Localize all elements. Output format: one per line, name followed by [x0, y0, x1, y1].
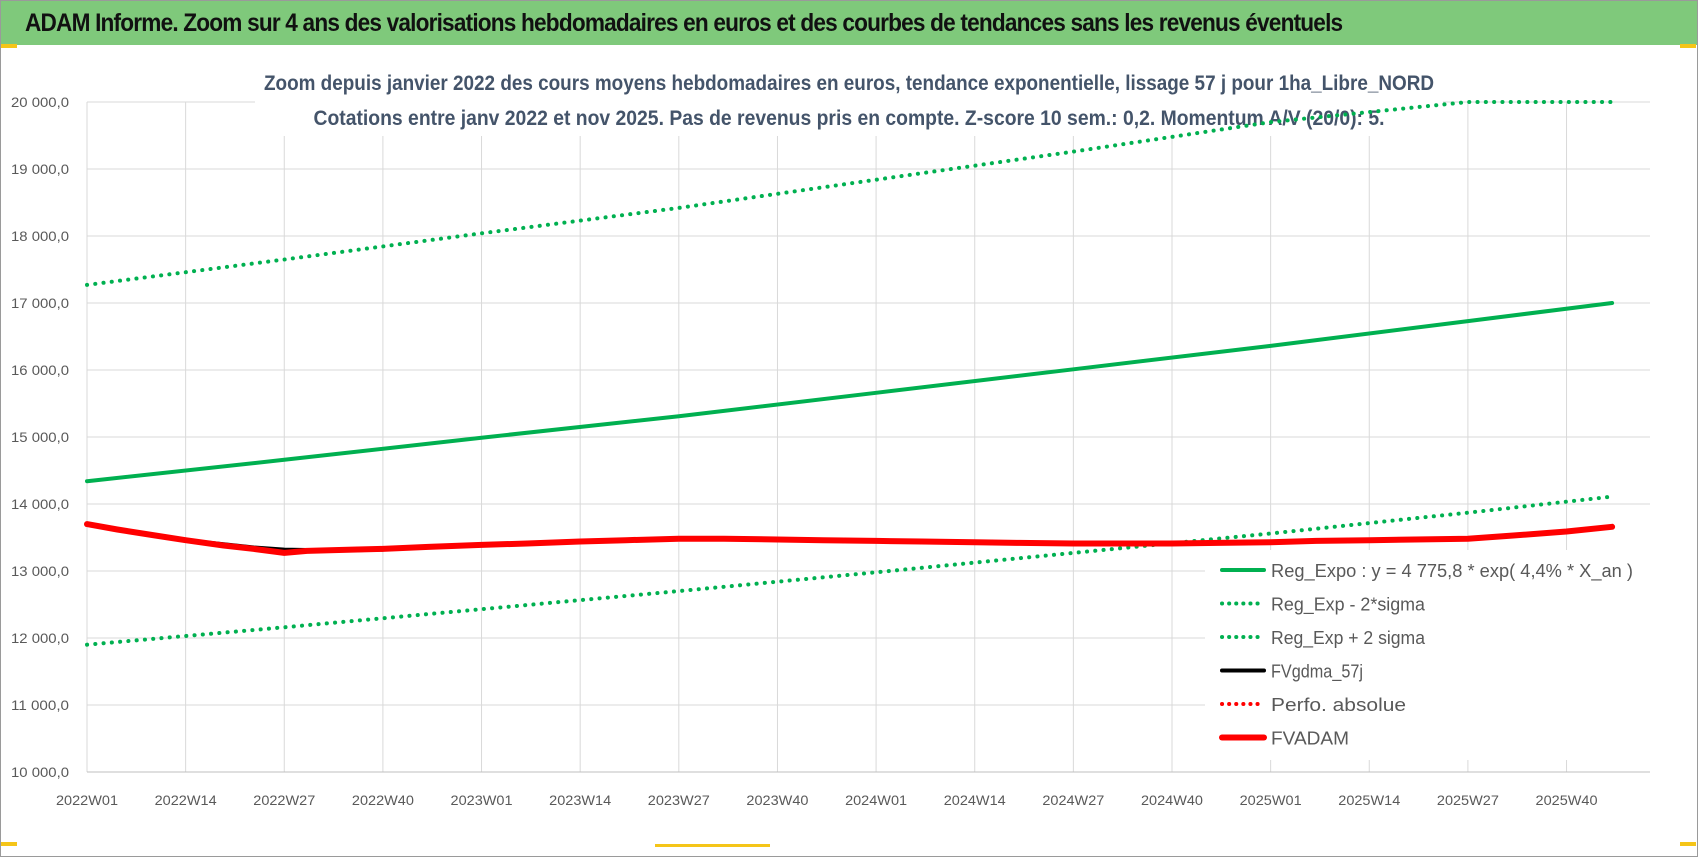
- y-tick-label: 18 000,0: [11, 228, 69, 244]
- legend-label: Reg_Exp - 2*sigma: [1271, 595, 1426, 616]
- chart-subtitle: Cotations entre janv 2022 et nov 2025. P…: [314, 107, 1385, 130]
- corner-mark: [1, 44, 17, 48]
- legend: Reg_Expo : y = 4 775,8 * exp( 4,4% * X_a…: [1205, 550, 1650, 760]
- x-tick-label: 2025W27: [1437, 792, 1499, 808]
- legend-label: Reg_Exp + 2 sigma: [1271, 628, 1426, 649]
- corner-mark: [1680, 842, 1696, 846]
- x-tick-label: 2024W01: [845, 792, 907, 808]
- x-tick-label: 2024W27: [1042, 792, 1104, 808]
- x-tick-label: 2024W40: [1141, 792, 1203, 808]
- legend-label: FVgdma_57j: [1271, 662, 1363, 683]
- y-tick-label: 12 000,0: [11, 630, 69, 646]
- series-fvadam: [84, 521, 1616, 556]
- y-tick-label: 10 000,0: [11, 764, 69, 780]
- series-regression: [85, 301, 1615, 484]
- x-tick-label: 2023W01: [451, 792, 513, 808]
- corner-mark: [1, 842, 17, 846]
- x-tick-label: 2022W27: [253, 792, 315, 808]
- legend-label: FVADAM: [1271, 729, 1349, 749]
- y-tick-label: 16 000,0: [11, 362, 69, 378]
- y-tick-label: 14 000,0: [11, 496, 69, 512]
- series-lower-band: [85, 494, 1615, 647]
- x-tick-label: 2023W27: [648, 792, 710, 808]
- y-axis: 20 000,0 19 000,0 18 000,0 17 000,0 16 000,0…: [11, 94, 69, 780]
- x-tick-label: 2025W14: [1338, 792, 1400, 808]
- series-lines: [84, 100, 1616, 647]
- y-tick-label: 13 000,0: [11, 563, 69, 579]
- y-tick-label: 20 000,0: [11, 94, 69, 110]
- x-tick-label: 2023W40: [746, 792, 808, 808]
- x-tick-label: 2022W14: [155, 792, 217, 808]
- y-tick-label: 11 000,0: [11, 697, 69, 713]
- x-tick-label: 2023W14: [549, 792, 611, 808]
- y-tick-label: 15 000,0: [11, 429, 69, 445]
- x-tick-label: 2022W40: [352, 792, 414, 808]
- y-tick-label: 17 000,0: [11, 295, 69, 311]
- x-tick-label: 2022W01: [56, 792, 118, 808]
- corner-mark: [1680, 44, 1696, 48]
- x-tick-label: 2025W01: [1240, 792, 1302, 808]
- title-banner: ADAM Informe. Zoom sur 4 ans des valoris…: [1, 1, 1697, 45]
- series-upper-band: [85, 100, 1615, 287]
- x-axis: 2022W01 2022W14 2022W27 2022W40 2023W01 2023W…: [56, 771, 1650, 808]
- banner-title: ADAM Informe. Zoom sur 4 ans des valoris…: [25, 9, 1343, 37]
- x-tick-label: 2024W14: [944, 792, 1006, 808]
- x-tick-label: 2025W40: [1536, 792, 1598, 808]
- legend-background: [1205, 550, 1650, 760]
- legend-label: Perfo. absolue: [1271, 695, 1406, 715]
- y-tick-label: 19 000,0: [11, 161, 69, 177]
- corner-mark: [655, 844, 770, 847]
- legend-label: Reg_Expo : y = 4 775,8 * exp( 4,4% * X_a…: [1271, 561, 1633, 582]
- chart-title: Zoom depuis janvier 2022 des cours moyen…: [264, 72, 1434, 95]
